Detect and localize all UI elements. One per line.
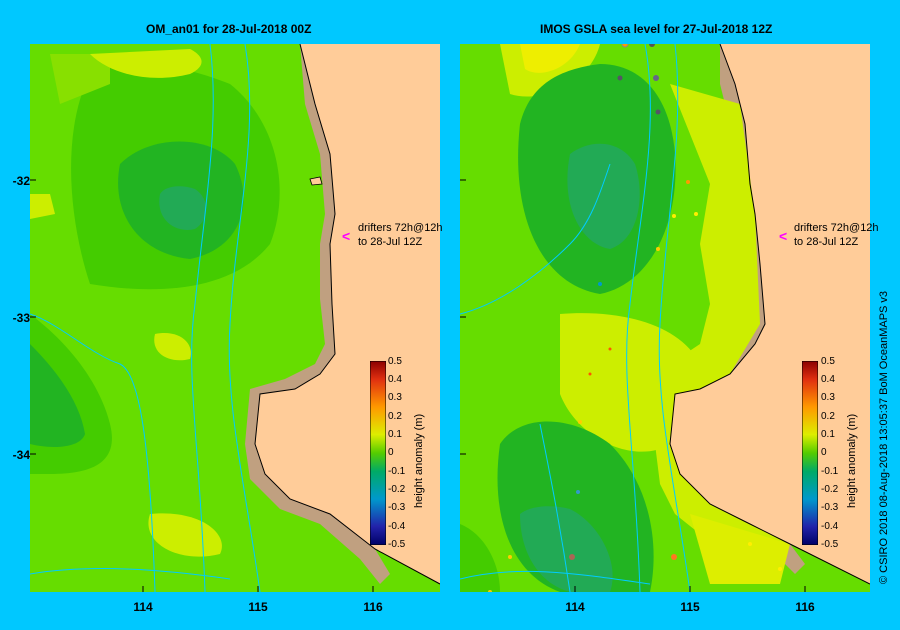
- right-cb-tick: 0.4: [821, 374, 835, 385]
- left-colorbar: [370, 361, 386, 545]
- right-drifter-arrow-icon: <: [779, 228, 788, 244]
- right-colorbar: [802, 361, 818, 545]
- left-panel-title: OM_an01 for 28-Jul-2018 00Z: [146, 22, 312, 36]
- left-cb-tick: 0.1: [388, 429, 402, 440]
- lat-label-32: -32: [12, 174, 30, 188]
- left-cb-tick: -0.1: [388, 466, 406, 477]
- lat-label-34: -34: [12, 448, 30, 462]
- right-drifter-note-2: to 28-Jul 12Z: [794, 236, 859, 248]
- left-cb-tick: 0.4: [388, 374, 402, 385]
- left-cb-tick: 0.2: [388, 411, 402, 422]
- right-lon-label-116: 116: [795, 600, 815, 614]
- left-drifter-arrow-icon: <: [342, 228, 351, 244]
- lat-label-33: -33: [12, 311, 30, 325]
- right-cb-tick: -0.5: [821, 539, 839, 550]
- left-lon-label-115: 115: [248, 600, 268, 614]
- left-cb-tick: -0.2: [388, 484, 406, 495]
- left-cb-tick: 0: [388, 447, 394, 458]
- left-drifter-note-1: drifters 72h@12h: [358, 222, 443, 234]
- left-cb-tick: -0.4: [388, 521, 406, 532]
- left-cb-tick: 0.3: [388, 392, 402, 403]
- left-drifter-note-2: to 28-Jul 12Z: [358, 236, 423, 248]
- left-cb-tick: -0.5: [388, 539, 406, 550]
- left-colorbar-title: height anomaly (m): [413, 413, 425, 508]
- right-lon-label-115: 115: [680, 600, 700, 614]
- right-cb-tick: -0.3: [821, 502, 839, 513]
- right-cb-tick: -0.1: [821, 466, 839, 477]
- right-drifter-note-1: drifters 72h@12h: [794, 222, 879, 234]
- right-cb-tick: 0: [821, 447, 827, 458]
- right-cb-tick: -0.2: [821, 484, 839, 495]
- right-cb-tick: 0.2: [821, 411, 835, 422]
- left-cb-tick: 0.5: [388, 356, 402, 367]
- left-lon-label-116: 116: [363, 600, 383, 614]
- left-lon-label-114: 114: [133, 600, 153, 614]
- right-lon-label-114: 114: [565, 600, 585, 614]
- left-map: [30, 44, 440, 592]
- right-panel-title: IMOS GSLA sea level for 27-Jul-2018 12Z: [540, 22, 773, 36]
- right-colorbar-title: height anomaly (m): [846, 413, 858, 508]
- right-cb-tick: 0.1: [821, 429, 835, 440]
- credit-text: © CSIRO 2018 08-Aug-2018 13:05:37 BoM Oc…: [878, 290, 890, 584]
- right-cb-tick: 0.3: [821, 392, 835, 403]
- right-map: [460, 44, 870, 592]
- left-cb-tick: -0.3: [388, 502, 406, 513]
- right-cb-tick: -0.4: [821, 521, 839, 532]
- right-cb-tick: 0.5: [821, 356, 835, 367]
